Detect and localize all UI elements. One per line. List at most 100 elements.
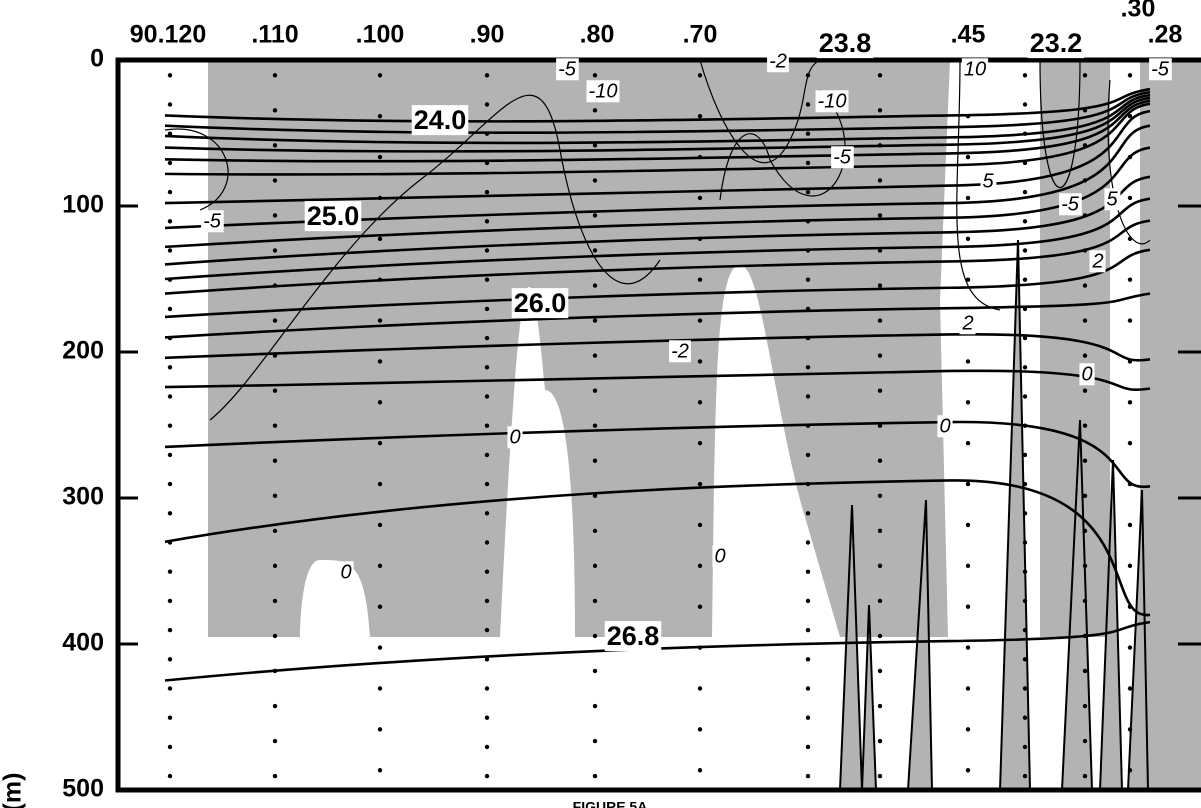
- station-dot: [1022, 73, 1028, 78]
- station-dot: [1127, 645, 1133, 650]
- station-dot: [1082, 318, 1088, 323]
- velocity-label: 5: [982, 170, 994, 192]
- velocity-label: -10: [589, 80, 618, 102]
- velocity-label: -10: [818, 90, 847, 112]
- station-dot: [592, 388, 598, 393]
- station-dot: [805, 715, 811, 720]
- velocity-label: 0: [714, 545, 725, 567]
- station-dot: [697, 481, 703, 487]
- station-dot: [1022, 452, 1028, 458]
- velocity-label: 0: [340, 561, 351, 583]
- density-contour: [164, 369, 1151, 392]
- station-dot: [167, 73, 173, 78]
- station-dot: [965, 768, 971, 773]
- station-dot: [965, 522, 971, 528]
- station-dot: [167, 627, 173, 633]
- station-dot: [877, 108, 883, 113]
- velocity-label: 0: [939, 415, 950, 437]
- station-dot: [1022, 394, 1028, 399]
- station-dot: [1022, 481, 1028, 487]
- station-dot: [805, 569, 811, 574]
- station-dot: [592, 178, 598, 183]
- station-dot: [1082, 388, 1088, 393]
- station-dot: [965, 686, 971, 691]
- station-dot: [877, 493, 883, 498]
- label-background: [669, 340, 691, 363]
- station-dot: [877, 773, 883, 779]
- label-background: [201, 210, 224, 233]
- station-dot: [1022, 627, 1028, 633]
- station-dot: [697, 195, 703, 201]
- station-dot: [877, 353, 883, 358]
- station-dot: [1022, 511, 1028, 516]
- density-contour: [164, 146, 1151, 249]
- station-dot: [697, 727, 703, 732]
- station-dot: [1082, 773, 1088, 779]
- station-dot: [1022, 773, 1028, 779]
- label-background: [831, 146, 854, 169]
- station-dot: [167, 306, 173, 312]
- station-dot: [805, 365, 811, 370]
- velocity-label: 0: [1081, 363, 1092, 385]
- station-dot: [1022, 657, 1028, 662]
- velocity-label: -5: [833, 146, 852, 168]
- station-dot: [1022, 598, 1028, 604]
- station-dot: [805, 394, 811, 399]
- station-dot: [805, 160, 811, 166]
- station-dot: [484, 598, 490, 604]
- station-dot: [377, 481, 383, 487]
- label-background: [1089, 250, 1106, 273]
- station-dot: [877, 423, 883, 428]
- station-dot: [1082, 738, 1088, 744]
- station-dot: [1127, 277, 1133, 282]
- station-dot: [1082, 668, 1088, 674]
- station-dot: [592, 248, 598, 253]
- velocity-label: 5: [1106, 188, 1118, 210]
- label-background: [961, 58, 989, 81]
- station-dot: [167, 511, 173, 516]
- station-dot: [1082, 353, 1088, 358]
- station-dot: [484, 277, 490, 282]
- station-dot: [592, 598, 598, 604]
- station-dot: [1127, 522, 1133, 528]
- station-dot: [965, 195, 971, 201]
- station-dot: [377, 318, 383, 323]
- density-label: 24.0: [414, 105, 467, 135]
- station-dot: [167, 598, 173, 604]
- station-dot: [377, 522, 383, 528]
- station-dot: [697, 318, 703, 323]
- station-dot: [1022, 277, 1028, 282]
- axis-frame: [115, 57, 1201, 793]
- station-dot: [377, 768, 383, 773]
- station-dot: [1127, 686, 1133, 691]
- density-label: 23.8: [819, 28, 872, 58]
- station-dot: [484, 744, 490, 750]
- station-dot: [484, 540, 490, 545]
- station-dot: [592, 458, 598, 463]
- label-background: [604, 621, 662, 652]
- station-dot: [877, 248, 883, 253]
- station-dot: [1022, 540, 1028, 545]
- station-dot: [167, 657, 173, 662]
- station-dot: [965, 604, 971, 609]
- station-dot: [272, 773, 278, 779]
- station-dot: [1127, 768, 1133, 773]
- station-dot: [877, 283, 883, 288]
- station-dot: [1082, 423, 1088, 428]
- label-background: [304, 201, 362, 232]
- station-dot: [592, 423, 598, 428]
- station-dot: [697, 277, 703, 282]
- density-contour: [164, 124, 1151, 230]
- station-dot: [1127, 563, 1133, 569]
- station-dot: [965, 277, 971, 282]
- station-dot: [877, 178, 883, 183]
- station-dot: [877, 598, 883, 604]
- station-dot: [377, 645, 383, 650]
- label-background: [511, 288, 569, 319]
- station-dot: [805, 627, 811, 633]
- station-dot: [1082, 528, 1088, 534]
- density-contour: [164, 219, 1151, 295]
- station-dot: [484, 569, 490, 574]
- label-background: [1079, 363, 1095, 386]
